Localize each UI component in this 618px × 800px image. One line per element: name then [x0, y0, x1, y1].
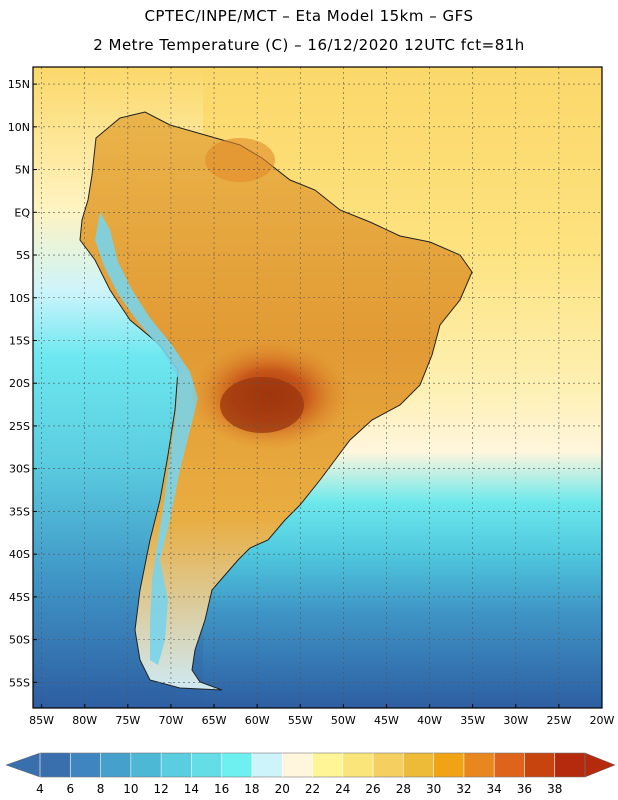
lon-tick-label: 70W [159, 714, 184, 727]
lon-tick-label: 35W [460, 714, 485, 727]
lon-tick-label: 85W [29, 714, 54, 727]
colorbar-swatch [161, 753, 192, 777]
lon-tick-label: 20W [590, 714, 615, 727]
colorbar-tick-label: 32 [456, 782, 471, 796]
colorbar-swatch [221, 753, 253, 777]
colorbar-tick-label: 6 [66, 782, 74, 796]
lon-tick-label: 60W [245, 714, 270, 727]
lat-tick-label: 5N [15, 164, 30, 177]
colorbar-tick-label: 34 [487, 782, 502, 796]
colorbar-swatch [70, 753, 102, 777]
map-title-line-1: CPTEC/INPE/MCT – Eta Model 15km – GFS [144, 7, 474, 25]
colorbar-swatch [373, 753, 404, 777]
colorbar-tick-label: 10 [123, 782, 138, 796]
lat-tick-label: 45S [9, 591, 30, 604]
lat-tick-label: 10N [8, 121, 30, 134]
warm-north [205, 138, 275, 182]
colorbar-tick-label: 4 [36, 782, 44, 796]
lon-tick-label: 45W [374, 714, 399, 727]
lat-tick-label: 15N [8, 78, 30, 91]
lat-tick-label: 35S [9, 505, 30, 518]
lat-tick-label: 55S [9, 676, 30, 689]
colorbar-tick-label: 24 [335, 782, 350, 796]
lon-tick-label: 80W [72, 714, 97, 727]
lat-tick-label: 30S [9, 463, 30, 476]
lat-tick-label: 20S [9, 377, 30, 390]
colorbar-swatch [40, 753, 71, 777]
latitude-labels: 15N 10N 5N EQ 5S 10S 15S 20S 25S 30S 35S 40S 45S 50S 5… [8, 78, 37, 689]
colorbar-tick-label: 14 [184, 782, 199, 796]
map-frame [32, 66, 603, 709]
colorbar-swatch [463, 753, 495, 777]
colorbar-swatch [130, 753, 162, 777]
lat-tick-label: 25S [9, 420, 30, 433]
colorbar-tick-label: 8 [97, 782, 105, 796]
lat-tick-label: 50S [9, 634, 30, 647]
colorbar-tick-label: 16 [214, 782, 229, 796]
lon-tick-label: 30W [503, 714, 528, 727]
lon-tick-label: 55W [288, 714, 313, 727]
lat-tick-label: 5S [16, 249, 30, 262]
map-title-line-2: 2 Metre Temperature (C) – 16/12/2020 12U… [93, 36, 525, 54]
andes-cold-band [95, 212, 198, 665]
colorbar-tick-label: 12 [153, 782, 168, 796]
colorbar-tick-label: 36 [517, 782, 532, 796]
lon-tick-label: 50W [331, 714, 356, 727]
colorbar-tick-label: 20 [275, 782, 290, 796]
lat-tick-label: EQ [14, 206, 30, 219]
colorbar-tick-label: 22 [305, 782, 320, 796]
colorbar-swatch [554, 753, 586, 777]
map-gridlines [33, 67, 602, 708]
colorbar-tick-label: 38 [547, 782, 562, 796]
colorbar-tick-label: 30 [426, 782, 441, 796]
lat-tick-label: 10S [9, 292, 30, 305]
colorbar-swatch [433, 753, 465, 777]
colorbar-tick-label: 28 [396, 782, 411, 796]
lon-tick-label: 40W [417, 714, 442, 727]
lon-tick-label: 75W [115, 714, 140, 727]
lat-tick-label: 40S [9, 548, 30, 561]
colorbar-swatch [494, 753, 525, 777]
colorbar-tick-label: 26 [365, 782, 380, 796]
colorbar-swatch [191, 753, 223, 777]
longitude-labels: 85W 80W 75W 70W 65W 60W 55W 50W 45W 40W 35W 30W 25W 2… [29, 704, 615, 727]
colorbar-swatch [403, 753, 435, 777]
colorbar-swatch [282, 753, 313, 777]
temperature-colorbar: 4 6 8 10 12 14 16 18 20 22 24 26 28 30 32 34 36 38 [5, 752, 616, 796]
lon-tick-label: 65W [202, 714, 227, 727]
lat-tick-label: 15S [9, 334, 30, 347]
hot-region-core [220, 377, 304, 433]
colorbar-swatch [251, 753, 283, 777]
colorbar-swatch [100, 753, 132, 777]
colorbar-swatch [524, 753, 556, 777]
lon-tick-label: 25W [546, 714, 571, 727]
colorbar-arrow-left [5, 752, 41, 778]
map-panel [33, 67, 602, 708]
colorbar-arrow-right [584, 752, 616, 778]
colorbar-swatch [312, 753, 344, 777]
colorbar-swatch [342, 753, 374, 777]
colorbar-tick-label: 18 [244, 782, 259, 796]
